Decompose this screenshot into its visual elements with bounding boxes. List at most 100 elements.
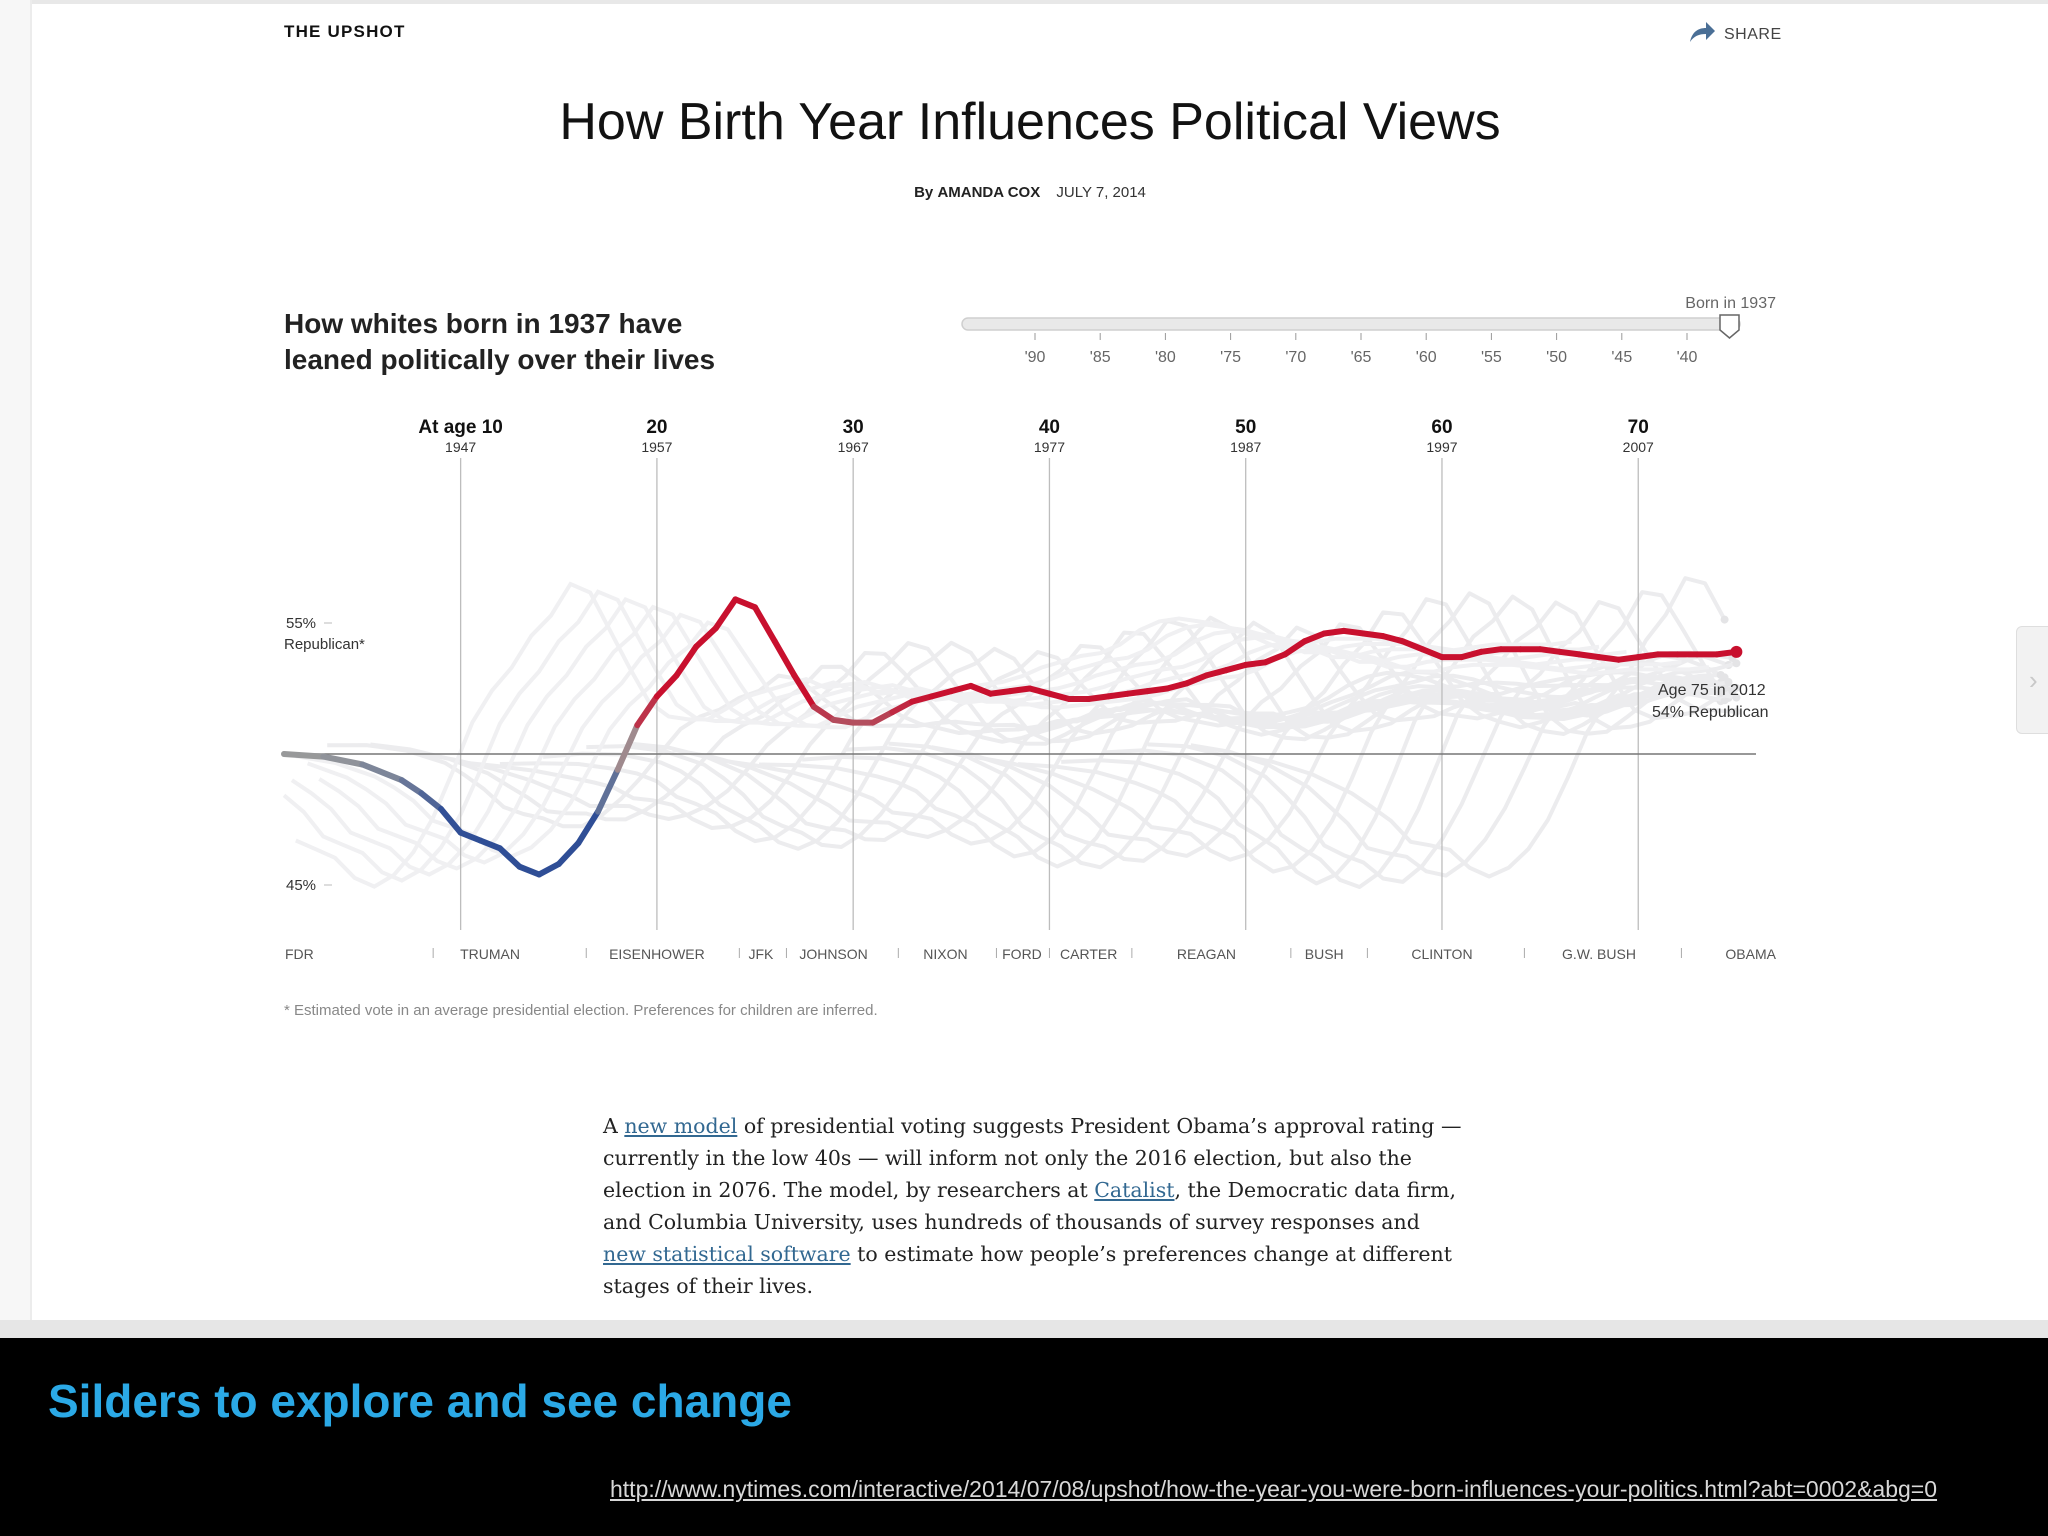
series-segment-born-1937	[320, 753, 366, 768]
ghost-cohort-line	[974, 597, 1721, 862]
series-segment-born-1937	[1124, 688, 1151, 697]
paragraph-text: to estimate how people’s preferences cha…	[603, 1242, 1452, 1298]
slider-tick-label: '40	[1677, 349, 1698, 366]
ghost-cohort-line	[1104, 600, 1734, 889]
age-marker-year: 1947	[445, 439, 476, 455]
president-label: TRUMAN	[460, 946, 520, 962]
age-marker-label: 40	[1039, 417, 1060, 438]
series-segment-born-1937	[516, 863, 543, 878]
article-headline: How Birth Year Influences Political View…	[559, 93, 1501, 151]
series-segment-born-1937	[889, 698, 916, 716]
series-segment-born-1937	[830, 716, 857, 726]
other-birth-year-lines	[282, 576, 1741, 889]
birth-year-chart: '90 '85 '80 '75 '70 '65 '60 '55 '50 '45 '40 Born i…	[281, 295, 1777, 962]
age-marker-year: 2007	[1623, 439, 1654, 455]
slider-tick-label: '70	[1285, 349, 1306, 366]
age-marker-year: 1977	[1034, 439, 1065, 455]
series-segment-born-1937	[1007, 685, 1033, 695]
age-marker-label: 30	[843, 417, 864, 438]
chart-title: How whites born in 1937 have leaned poli…	[284, 308, 716, 375]
series-segment-born-1937	[1203, 667, 1230, 679]
birth-year-slider[interactable]: '90 '85 '80 '75 '70 '65 '60 '55 '50 '45 '40 Born i…	[961, 295, 1776, 366]
slider-tick-label: '50	[1546, 349, 1567, 366]
age-marker-year: 1997	[1426, 439, 1457, 455]
series-segment-born-1937	[1085, 693, 1112, 702]
series-segment-born-1937	[1105, 690, 1131, 700]
next-slide-tab[interactable]: ›	[2016, 626, 2048, 734]
slide-caption: Silders to explore and see change	[48, 1375, 792, 1427]
series-segment-born-1937	[398, 777, 425, 797]
end-annotation-line1: Age 75 in 2012	[1658, 682, 1766, 699]
article-paragraph: A new model of presidential voting sugge…	[603, 1110, 1463, 1302]
age-marker-label: 60	[1431, 417, 1452, 438]
ghost-cohort-line	[672, 630, 1733, 839]
byline-author[interactable]: AMANDA COX	[937, 184, 1041, 201]
slider-tick-label: '60	[1416, 349, 1437, 366]
slider-tick-label: '65	[1351, 349, 1372, 366]
series-segment-born-1937	[712, 596, 739, 632]
slider-tick-label: '90	[1025, 349, 1046, 366]
series-segment-born-1937	[496, 845, 523, 870]
series-segment-born-1937	[732, 596, 758, 611]
ghost-cohort-line	[499, 640, 1737, 844]
series-segment-born-1937	[1262, 651, 1288, 666]
age-marker-label: 20	[646, 417, 667, 438]
series-segment-born-1937	[1340, 627, 1367, 637]
series-segment-born-1937	[1635, 651, 1661, 661]
new-model-link[interactable]: new model	[624, 1114, 738, 1138]
ghost-cohort-end-dot	[1716, 688, 1725, 697]
president-label: JOHNSON	[799, 946, 867, 962]
share-button[interactable]: SHARE	[1688, 20, 1782, 49]
series-segment-born-1937	[1478, 646, 1504, 655]
slider-handle[interactable]	[1719, 314, 1740, 339]
catalist-link[interactable]: Catalist	[1094, 1178, 1175, 1202]
series-segment-born-1937	[1223, 661, 1249, 674]
series-segment-born-1937	[1164, 680, 1190, 692]
paragraph-text: , the Democratic data firm, and Columbia…	[603, 1178, 1457, 1234]
series-segment-born-1937	[477, 837, 503, 852]
age-marker-label: 50	[1235, 417, 1256, 438]
section-kicker[interactable]: THE UPSHOT	[284, 22, 406, 41]
series-segment-born-1937	[1556, 648, 1583, 658]
president-label: CARTER	[1060, 946, 1117, 962]
slider-track[interactable]	[961, 317, 1741, 331]
byline-prefix: By	[914, 184, 934, 201]
series-segment-born-1937	[987, 688, 1014, 697]
series-segment-born-1937	[1144, 685, 1171, 695]
statistical-software-link[interactable]: new statistical software	[603, 1242, 851, 1266]
share-arrow-icon	[1688, 20, 1716, 49]
source-url-link[interactable]: http://www.nytimes.com/interactive/2014/…	[610, 1476, 1938, 1502]
series-segment-born-1937	[869, 709, 896, 726]
age-marker-year: 1967	[838, 439, 869, 455]
ghost-cohort-end-dot	[1732, 693, 1741, 702]
ghost-cohort-line	[1233, 576, 1727, 879]
series-segment-born-1937	[909, 693, 935, 705]
series-segment-born-1937	[555, 840, 582, 867]
series-segment-born-1937	[1282, 638, 1308, 658]
ghost-cohort-line	[327, 670, 1722, 829]
y-tick-sublabel: Republican*	[284, 636, 365, 653]
ghost-cohort-line	[294, 581, 1572, 889]
president-label: FDR	[285, 946, 314, 962]
president-label: JFK	[748, 946, 774, 962]
series-segment-born-1937	[281, 751, 327, 760]
president-label: CLINTON	[1411, 946, 1472, 962]
left-margin-strip	[0, 0, 32, 1320]
series-segment-born-1937	[673, 643, 700, 679]
page-bottom-border	[0, 1320, 2048, 1338]
series-segment-born-1937	[1458, 648, 1485, 661]
series-segment-born-1937	[1026, 685, 1053, 697]
series-segment-born-1937	[418, 790, 444, 812]
series-segment-born-1937	[752, 604, 778, 645]
end-annotation-line2: 54% Republican	[1652, 704, 1769, 721]
president-label: FORD	[1002, 946, 1042, 962]
ghost-cohort-end-dot	[1716, 671, 1725, 679]
chevron-right-icon: ›	[2029, 665, 2038, 695]
article-date: JULY 7, 2014	[1056, 184, 1146, 201]
series-segment-born-1937	[1615, 654, 1642, 663]
series-segment-born-1937	[1399, 638, 1426, 653]
president-label: OBAMA	[1725, 946, 1776, 962]
age-marker-year: 1987	[1230, 439, 1261, 455]
series-end-point	[1730, 645, 1743, 658]
series-segment-born-1937	[536, 861, 562, 878]
